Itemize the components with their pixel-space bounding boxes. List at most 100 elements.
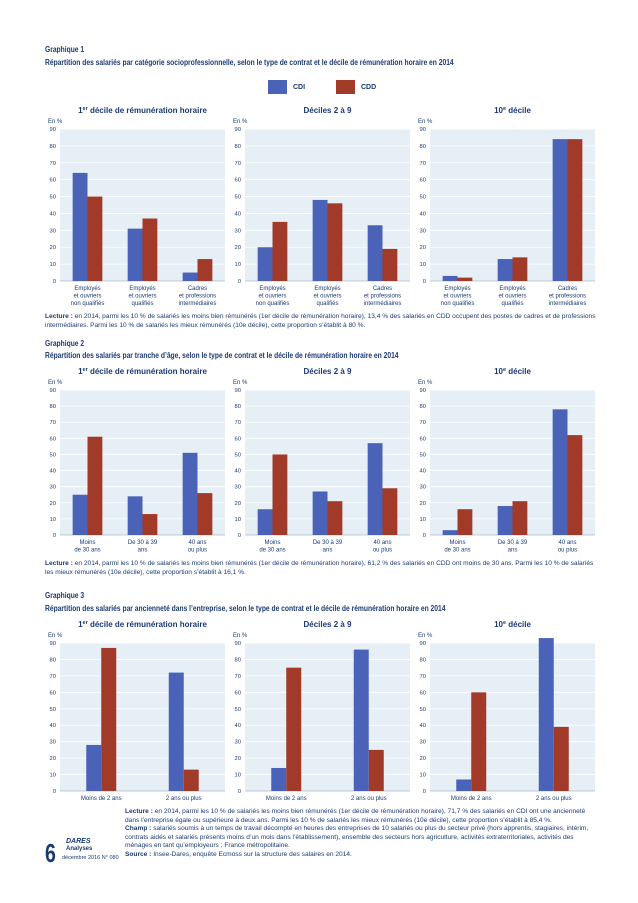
y-tick-label: 20 xyxy=(420,756,426,762)
graph2-title: Graphique 2 xyxy=(45,338,85,348)
y-tick-label: 30 xyxy=(420,228,426,234)
x-tick-label: et ouvriers xyxy=(443,294,471,300)
y-tick-label: 50 xyxy=(50,195,56,201)
graph3-note-champ-text: salariés soumis à un temps de travail dé… xyxy=(125,825,589,850)
y-tick-label: 0 xyxy=(423,789,426,795)
y-tick-label: 20 xyxy=(420,501,426,507)
panel-title-sup: e xyxy=(503,620,506,626)
y-tick-label: 0 xyxy=(423,279,426,285)
bar-cdd xyxy=(272,454,288,535)
x-tick-label: et professions xyxy=(549,294,586,300)
y-tick-label: 90 xyxy=(420,388,426,394)
x-tick-label: Employés xyxy=(444,286,470,292)
x-tick-label: non qualifiés xyxy=(71,301,105,307)
bar-cdi xyxy=(182,272,198,281)
panel-title-rest: décile xyxy=(506,106,531,115)
panel-title: 1er décile de rémunération horaire xyxy=(78,367,207,376)
y-tick-label: 90 xyxy=(50,641,56,647)
plot-area xyxy=(60,643,225,791)
y-tick-label: 90 xyxy=(420,127,426,133)
graph2-subtitle: Répartition des salariés par tranche d’â… xyxy=(45,350,399,360)
panel-title-num: 10 xyxy=(494,620,503,629)
bar-cdi xyxy=(367,443,383,535)
x-tick-label: qualifiés xyxy=(131,301,153,307)
panel-title: Déciles 2 à 9 xyxy=(303,106,352,115)
bar-cdi xyxy=(257,509,273,535)
x-tick-label: de 30 ans xyxy=(74,548,100,554)
y-tick-label: 30 xyxy=(235,740,241,746)
y-tick-label: 0 xyxy=(238,533,241,539)
x-tick-label: et ouvriers xyxy=(498,294,526,300)
legend-label-cdd: CDD xyxy=(361,83,377,91)
page-number: 6 xyxy=(45,838,56,868)
bar-cdi xyxy=(127,228,143,281)
y-tick-label: 40 xyxy=(235,469,241,475)
y-tick-label: 60 xyxy=(420,690,426,696)
panel-title-num: 10 xyxy=(494,106,503,115)
x-tick-label: Employés xyxy=(499,286,525,292)
y-tick-label: 20 xyxy=(50,756,56,762)
chart-g1-decile1: 1er décile de rémunération horaire En % 0 1… xyxy=(48,106,225,307)
x-tick-label: ans xyxy=(138,548,148,554)
y-tick-label: 70 xyxy=(420,161,426,167)
bar-cdd xyxy=(272,221,288,281)
x-tick-label: Employés xyxy=(129,286,155,292)
x-tick-label: 2 ans ou plus xyxy=(166,796,202,802)
y-tick-label: 0 xyxy=(238,789,241,795)
dares-logo-top: DARES xyxy=(66,838,91,845)
bar-cdi xyxy=(497,259,513,281)
y-tick-label: 70 xyxy=(50,674,56,680)
bar-cdd xyxy=(512,501,528,535)
bar-cdi xyxy=(257,247,273,281)
y-tick-label: 80 xyxy=(50,657,56,663)
y-tick-label: 30 xyxy=(420,740,426,746)
bar-cdd xyxy=(142,218,158,281)
x-tick-label: et professions xyxy=(364,294,401,300)
legend-swatch-cdi xyxy=(268,80,287,94)
panel-title-num: 1 xyxy=(78,367,83,376)
y-tick-label: 90 xyxy=(50,127,56,133)
bar-cdi xyxy=(442,275,458,281)
bar-cdi xyxy=(552,409,568,535)
x-tick-label: Moins de 2 ans xyxy=(266,796,307,802)
y-tick-label: 40 xyxy=(420,469,426,475)
y-tick-label: 10 xyxy=(420,773,426,779)
issue-date: décembre 2016 N° 080 xyxy=(62,855,119,861)
chart-g2-deciles2-9: Déciles 2 à 9 En % 0 10 20 30 40 50 60 70 80 90 Moin… xyxy=(233,367,410,554)
x-tick-label: Cadres xyxy=(188,286,207,292)
graph1-note-bold: Lecture : xyxy=(45,313,75,320)
bar-cdd xyxy=(87,196,103,281)
y-axis-unit: En % xyxy=(418,633,433,639)
panel-title-num: 10 xyxy=(494,367,503,376)
y-tick-label: 80 xyxy=(235,404,241,410)
y-tick-label: 80 xyxy=(50,144,56,150)
graph3-note-lecture: Lecture : en 2014, parmi les 10 % de sal… xyxy=(125,808,597,825)
y-tick-label: 50 xyxy=(50,452,56,458)
bar-cdd xyxy=(197,259,213,281)
bar-cdd xyxy=(567,139,583,281)
y-tick-label: 0 xyxy=(53,789,56,795)
x-tick-label: et professions xyxy=(179,294,216,300)
x-tick-label: non qualifiés xyxy=(441,301,475,307)
y-tick-label: 20 xyxy=(50,245,56,251)
y-tick-label: 40 xyxy=(420,211,426,217)
x-tick-label: De 30 à 39 xyxy=(313,540,343,546)
bar-cdd xyxy=(471,692,487,791)
y-tick-label: 50 xyxy=(235,452,241,458)
plot-area xyxy=(430,643,595,791)
bar-cdi xyxy=(168,672,184,791)
bar-cdd xyxy=(567,435,583,535)
x-tick-label: non qualifiés xyxy=(256,301,290,307)
y-tick-label: 80 xyxy=(420,144,426,150)
legend-label-cdi: CDI xyxy=(293,83,306,91)
y-tick-label: 50 xyxy=(420,195,426,201)
bar-cdi xyxy=(72,172,88,281)
legend-item-cdi: CDI xyxy=(268,80,324,94)
y-tick-label: 50 xyxy=(420,707,426,713)
y-tick-label: 40 xyxy=(50,211,56,217)
y-tick-label: 30 xyxy=(50,740,56,746)
x-tick-label: Moins xyxy=(449,540,465,546)
y-tick-label: 10 xyxy=(235,773,241,779)
bar-cdd xyxy=(382,488,398,535)
x-tick-label: intermédiaires xyxy=(179,301,217,307)
